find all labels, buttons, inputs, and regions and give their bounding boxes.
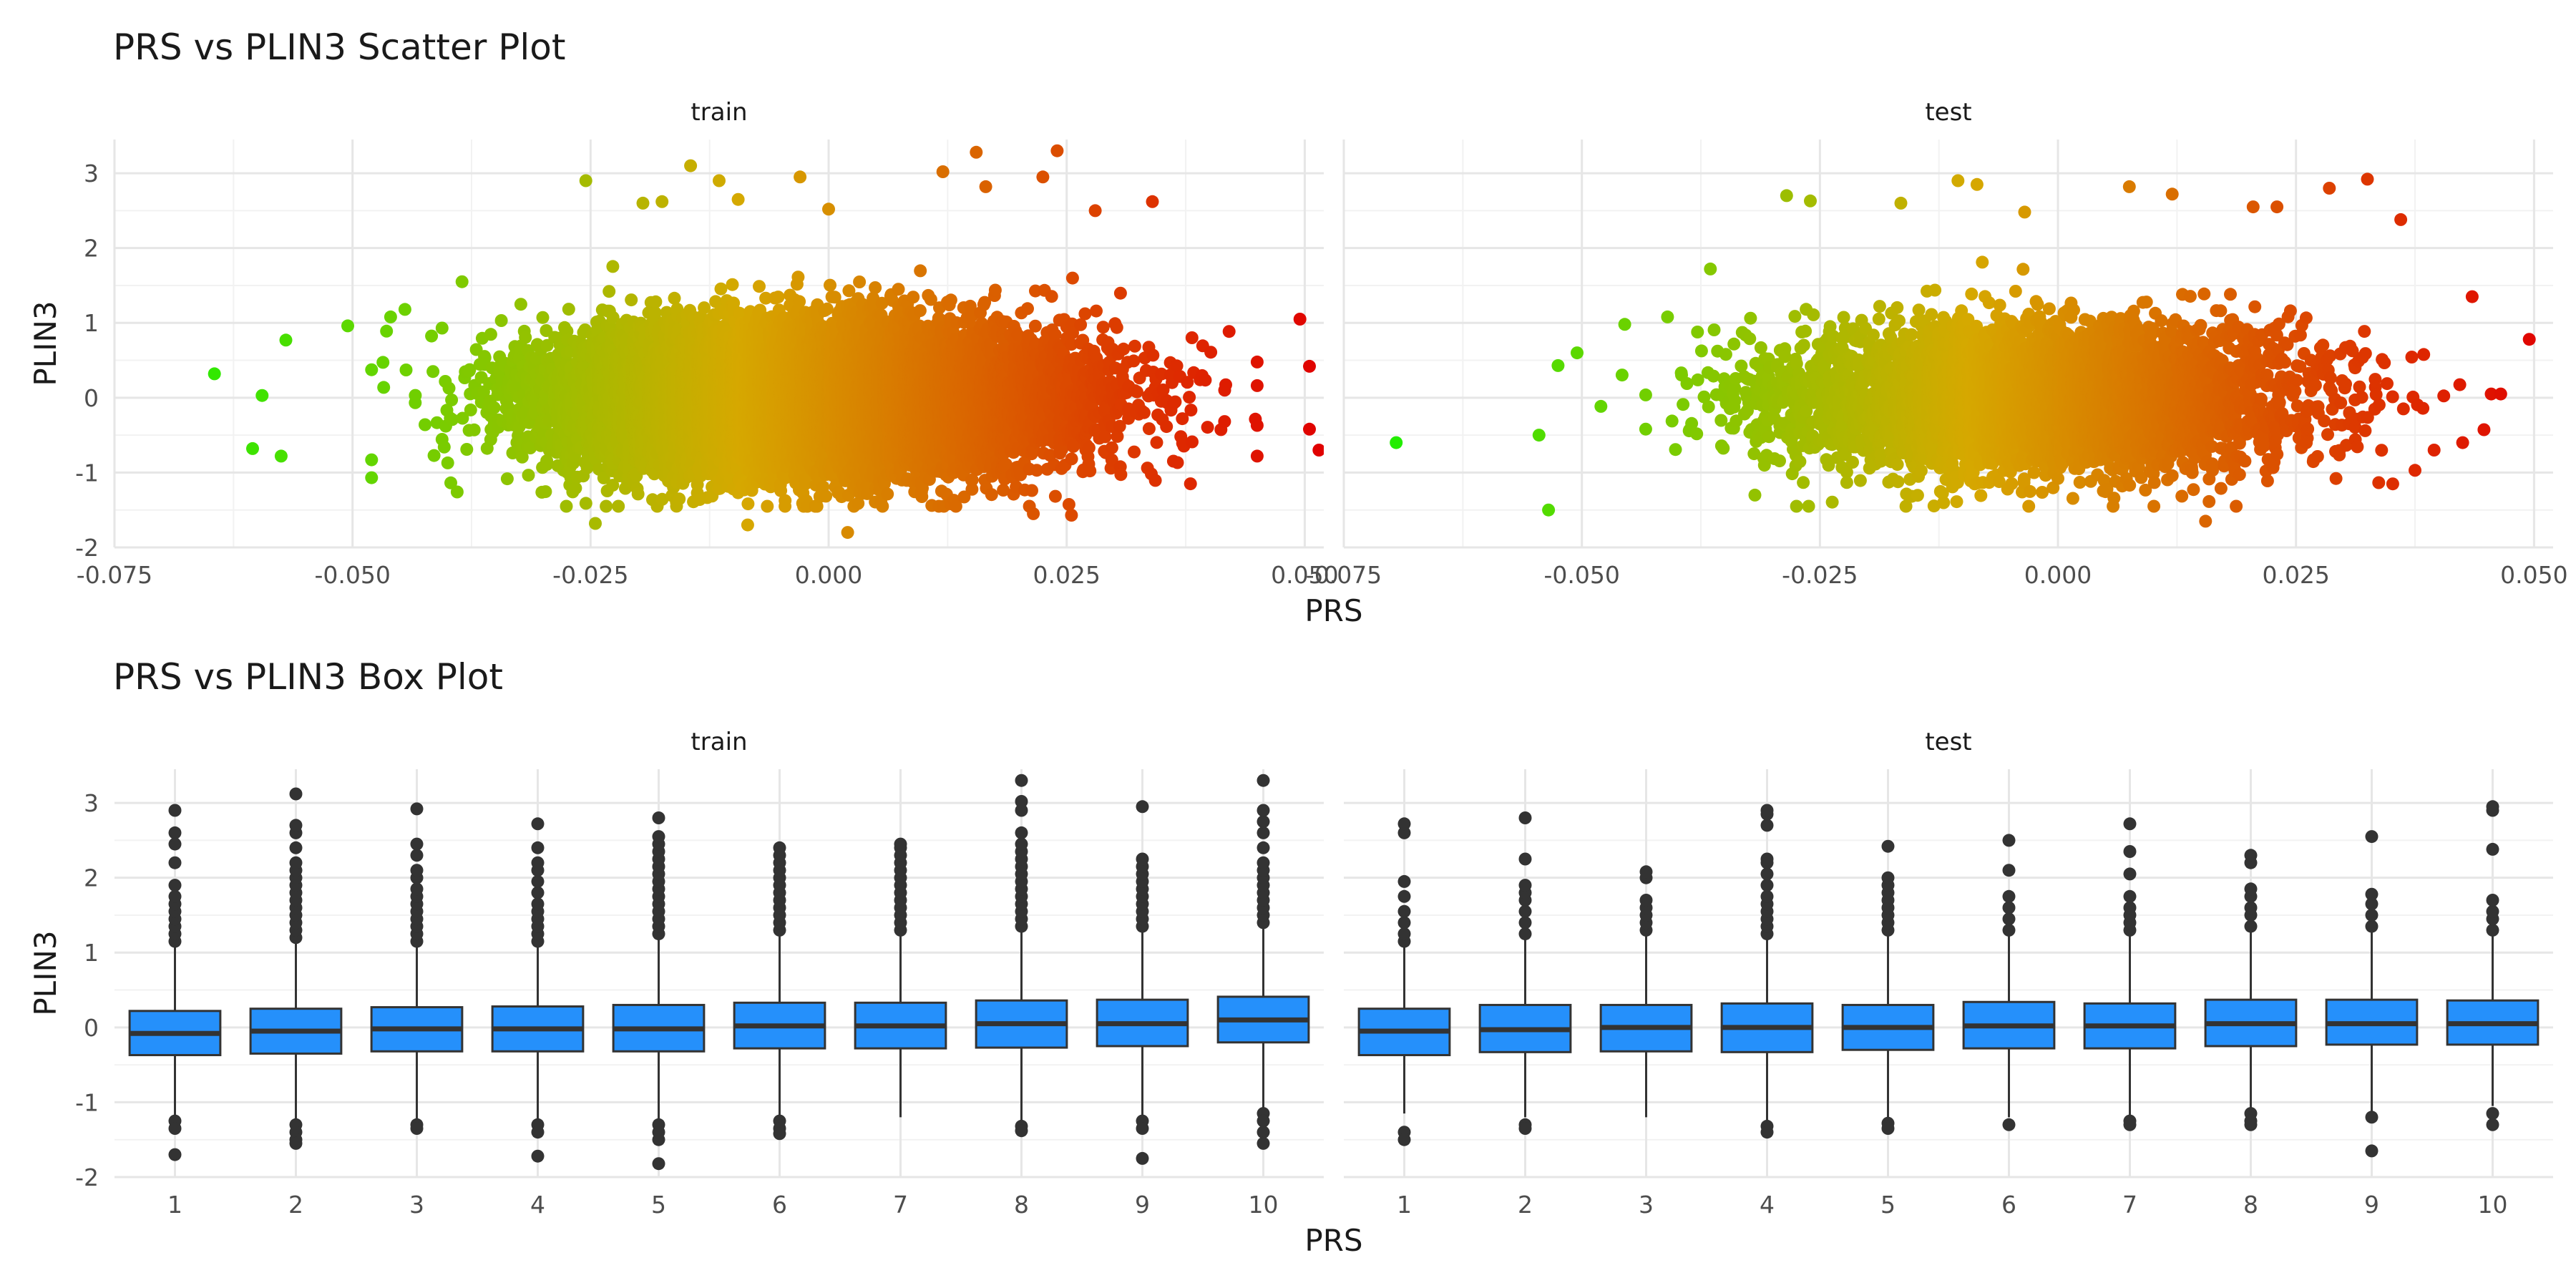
data-point — [398, 303, 411, 316]
data-point — [668, 291, 681, 305]
data-point — [467, 423, 481, 436]
data-point — [484, 328, 497, 341]
data-point — [741, 497, 755, 511]
data-point — [441, 456, 454, 469]
data-point — [522, 469, 535, 482]
data-point — [612, 499, 625, 513]
data-point — [246, 441, 259, 455]
data-point — [741, 518, 754, 532]
data-point — [606, 311, 620, 324]
data-point — [365, 471, 379, 484]
data-point — [450, 485, 464, 499]
data-point — [515, 450, 529, 464]
data-point — [427, 449, 441, 462]
data-point — [540, 338, 554, 352]
data-point — [514, 298, 527, 311]
data-point — [460, 443, 474, 456]
data-point — [279, 333, 293, 347]
data-point — [536, 311, 550, 324]
scatter-panel-train: train -0.075 -0.050 -0.025 0.000 0.025 0.050 … — [75, 98, 1339, 589]
data-point — [377, 381, 391, 394]
data-point — [673, 492, 686, 506]
data-point — [442, 381, 456, 395]
data-point — [713, 174, 726, 187]
data-point — [562, 303, 575, 316]
data-point — [463, 363, 477, 376]
data-point — [600, 499, 613, 513]
data-point — [437, 440, 451, 454]
data-point — [589, 517, 602, 530]
data-point — [376, 356, 390, 369]
data-point — [456, 411, 469, 425]
scatter-title: PRS vs PLIN3 Scatter Plot — [113, 26, 565, 68]
data-point — [341, 319, 354, 333]
data-point — [255, 389, 269, 402]
data-point — [655, 195, 669, 208]
data-point — [500, 472, 514, 486]
data-point — [771, 291, 785, 304]
data-point — [606, 260, 620, 273]
data-point — [753, 280, 766, 293]
data-point — [487, 401, 501, 414]
data-point — [399, 364, 413, 376]
data-point — [425, 329, 439, 343]
data-point — [519, 331, 532, 344]
data-point — [444, 476, 457, 489]
data-point — [579, 497, 592, 510]
data-point — [524, 441, 537, 454]
data-point — [426, 365, 440, 379]
data-point — [464, 403, 477, 416]
data-point — [579, 174, 592, 187]
data-point — [365, 453, 379, 467]
scatter-strip-train: train — [691, 98, 747, 127]
data-point — [380, 324, 394, 338]
scatter-train-points — [208, 144, 1324, 540]
data-point — [714, 282, 728, 296]
data-point — [606, 479, 620, 492]
data-point — [478, 351, 492, 364]
data-point — [455, 275, 469, 288]
data-point — [409, 389, 422, 402]
data-point — [625, 293, 638, 307]
data-point — [419, 418, 431, 431]
data-point — [445, 393, 459, 406]
data-point — [649, 295, 663, 308]
data-point — [435, 321, 449, 335]
data-point — [208, 367, 221, 381]
data-point — [539, 485, 552, 499]
data-point — [648, 306, 662, 320]
data-point — [636, 196, 650, 210]
data-point — [761, 499, 774, 513]
data-point — [731, 192, 745, 206]
data-point — [540, 458, 554, 472]
scatter-chart: PRS vs PLIN3 Scatter Plot train -0.075 -0… — [28, 26, 2568, 628]
data-point — [494, 314, 508, 327]
data-point — [602, 285, 616, 298]
data-point — [274, 449, 288, 463]
data-point — [569, 482, 582, 495]
data-point — [560, 499, 573, 513]
data-point — [726, 278, 739, 291]
data-point — [384, 310, 397, 323]
data-point — [365, 363, 379, 376]
data-point — [631, 487, 645, 501]
data-point — [684, 159, 698, 172]
data-point — [446, 413, 459, 426]
